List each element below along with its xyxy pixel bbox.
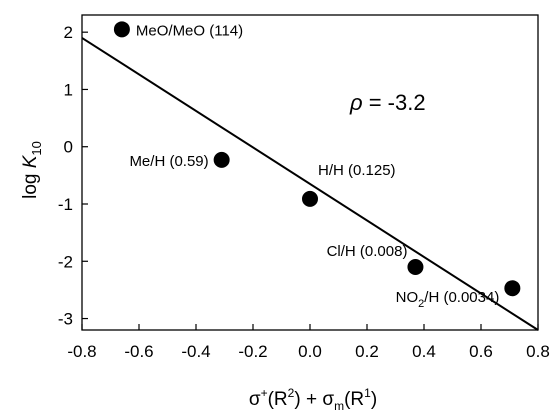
data-point-label: H/H (0.125) <box>318 162 396 179</box>
rho-annotation: ρ = -3.2 <box>349 90 426 115</box>
data-point-label: NO2/H (0.0034) <box>396 289 500 310</box>
x-axis-title: σ+(R2) + σm(R1) <box>249 386 377 413</box>
data-point <box>213 151 230 168</box>
y-tick-label: -1 <box>58 195 73 214</box>
y-tick-label: -2 <box>58 252 73 271</box>
x-tick-label: -0.6 <box>124 342 153 361</box>
data-point <box>407 259 424 275</box>
x-tick-label: 0.2 <box>355 342 379 361</box>
x-tick-label: 0.6 <box>469 342 493 361</box>
y-tick-label: 0 <box>64 138 73 157</box>
data-layer: MeO/MeO (114) Me/H (0.59) H/H (0.125) Cl/H … <box>81 21 539 331</box>
x-tick-label: 0.4 <box>412 342 436 361</box>
data-point-label: MeO/MeO (114) <box>136 22 243 39</box>
x-tick-label: -0.8 <box>67 342 96 361</box>
data-point <box>113 21 130 38</box>
data-point-label: Cl/H (0.008) <box>327 243 408 260</box>
data-point <box>302 190 318 207</box>
plot-frame <box>81 14 539 331</box>
y-tick-label: -3 <box>58 310 73 329</box>
regression-line <box>81 37 539 331</box>
x-tick-label: 0.0 <box>298 342 322 361</box>
y-axis-title: log K10 <box>20 141 44 199</box>
y-tick-label: 1 <box>64 80 73 99</box>
data-point <box>504 280 521 297</box>
axes: -0.8 -0.6 -0.4 -0.2 0.0 0.2 0.4 0.6 0.8 -3 -2 -1 0 1 2 <box>58 14 550 361</box>
x-tick-label: -0.2 <box>238 342 267 361</box>
x-tick-label: -0.4 <box>181 342 210 361</box>
data-point-label: Me/H (0.59) <box>129 153 208 170</box>
x-tick-label: 0.8 <box>526 342 550 361</box>
y-tick-label: 2 <box>64 23 73 42</box>
